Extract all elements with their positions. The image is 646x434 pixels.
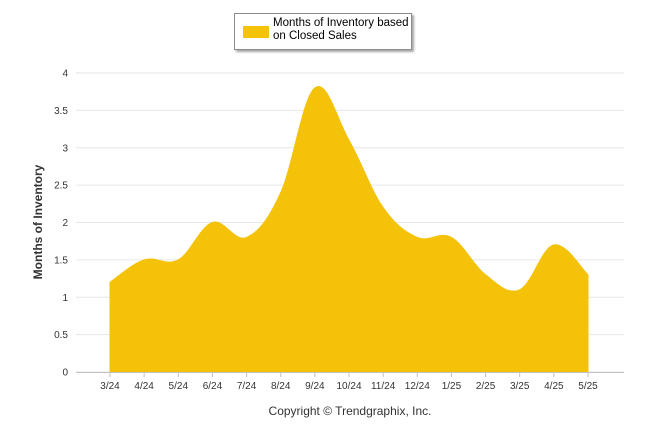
- y-tick-label: 2.5: [54, 181, 68, 192]
- x-tick-label: 3/25: [510, 381, 530, 392]
- y-tick-label: 3.5: [54, 106, 68, 117]
- x-tick-label: 8/24: [271, 381, 291, 392]
- axes: [76, 372, 624, 377]
- y-tick-labels: 0 0.5 1 1.5 2 2.5 3 3.5 4: [54, 69, 68, 379]
- x-tick-label: 9/24: [305, 381, 325, 392]
- x-tick-label: 11/24: [371, 381, 396, 392]
- y-tick-label: 1.5: [54, 255, 68, 266]
- x-tick-label: 10/24: [336, 381, 361, 392]
- x-tick-label: 12/24: [405, 381, 430, 392]
- x-tick-label: 4/24: [134, 381, 154, 392]
- x-tick-label: 1/25: [442, 381, 462, 392]
- y-tick-label: 4: [62, 69, 68, 80]
- y-tick-label: 2: [62, 218, 68, 229]
- x-tick-label: 7/24: [237, 381, 257, 392]
- x-tick-labels: 3/24 4/24 5/24 6/24 7/24 8/24 9/24 10/24 11/24 12…: [100, 381, 598, 392]
- legend[interactable]: Months of Inventory based on Closed Sale…: [234, 13, 412, 50]
- area-fill: [109, 86, 589, 373]
- y-axis-title: Months of Inventory: [31, 164, 45, 280]
- x-tick-label: 3/24: [100, 381, 120, 392]
- y-tick-label: 0.5: [54, 330, 68, 341]
- x-tick-label: 4/25: [544, 381, 564, 392]
- x-tick-label: 2/25: [476, 381, 496, 392]
- legend-swatch: [243, 26, 269, 38]
- area-series: [109, 86, 589, 373]
- legend-label: Months of Inventory based on Closed Sale…: [273, 17, 409, 42]
- x-tick-label: 6/24: [203, 381, 223, 392]
- y-tick-label: 0: [62, 368, 68, 379]
- y-tick-label: 1: [62, 293, 68, 304]
- copyright-text: Copyright © Trendgraphix, Inc.: [268, 404, 432, 418]
- x-tick-label: 5/25: [578, 381, 598, 392]
- x-tick-label: 5/24: [169, 381, 189, 392]
- y-tick-label: 3: [62, 143, 68, 154]
- copyright-container: Copyright © Trendgraphix, Inc.: [0, 402, 646, 420]
